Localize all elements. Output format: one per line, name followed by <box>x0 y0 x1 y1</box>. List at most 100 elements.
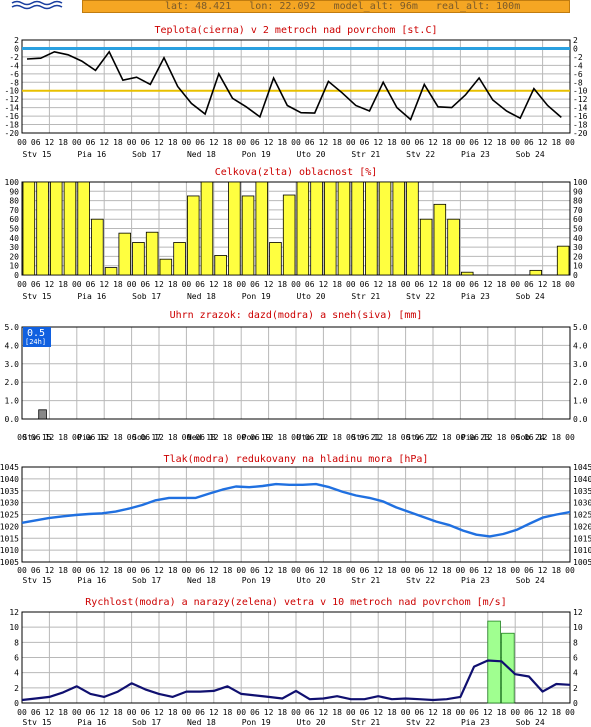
x-hour-label: 12 <box>154 566 164 575</box>
x-hour-label: 18 <box>58 280 68 289</box>
cloud-cover-bar <box>186 195 200 276</box>
y-tick-label-left: 1040 <box>0 475 19 484</box>
cloud-cover-bar <box>173 242 186 276</box>
x-hour-label: 12 <box>373 138 383 147</box>
y-tick-label-right: 1025 <box>573 511 591 520</box>
x-hour-label: 12 <box>154 280 164 289</box>
y-tick-label-right: -18 <box>573 121 588 130</box>
y-tick-label-left: 90 <box>9 187 19 196</box>
x-day-label: Pon 19 <box>242 576 271 585</box>
x-hour-label: 12 <box>209 280 219 289</box>
y-tick-label-left: 3.0 <box>5 360 20 369</box>
y-tick-label-right: 0 <box>573 699 578 708</box>
y-tick-label-right: 2 <box>573 36 578 45</box>
x-hour-label: 18 <box>551 566 561 575</box>
plot-frame <box>21 39 571 134</box>
x-day-label: Sob 17 <box>132 150 161 159</box>
y-tick-label-right: -20 <box>573 129 588 138</box>
x-hour-label: 12 <box>428 280 438 289</box>
x-day-label: Uto 20 <box>297 576 326 585</box>
x-hour-label: 06 <box>469 138 479 147</box>
y-tick-label-left: -12 <box>5 95 20 104</box>
x-day-label: Stv 22 <box>406 292 435 301</box>
x-hour-label: 06 <box>140 566 150 575</box>
x-hour-label: 00 <box>346 433 356 442</box>
y-tick-label-right: -2 <box>573 53 583 62</box>
x-hour-label: 18 <box>277 708 287 717</box>
x-day-label: Str 21 <box>351 576 380 585</box>
y-tick-label-right: 4 <box>573 669 578 678</box>
y-tick-label-right: 0 <box>573 44 578 53</box>
x-hour-label: 00 <box>236 433 246 442</box>
x-day-label: Pia 16 <box>77 292 106 301</box>
x-hour-label: 06 <box>195 138 205 147</box>
x-hour-label: 18 <box>277 433 287 442</box>
wave-logo-icon <box>10 0 70 10</box>
x-hour-label: 06 <box>524 433 534 442</box>
x-hour-label: 00 <box>236 708 246 717</box>
cloud-cover-bar <box>63 181 77 276</box>
x-hour-label: 12 <box>483 708 493 717</box>
x-hour-label: 00 <box>565 566 575 575</box>
y-tick-label-left: 1030 <box>0 499 19 508</box>
x-hour-label: 12 <box>319 566 329 575</box>
x-hour-label: 12 <box>428 566 438 575</box>
x-hour-label: 00 <box>182 280 192 289</box>
x-hour-label: 18 <box>497 280 507 289</box>
y-tick-label-right: 60 <box>573 215 583 224</box>
x-hour-label: 12 <box>99 138 109 147</box>
y-tick-label-right: 70 <box>573 206 583 215</box>
cloud-cover-bar <box>255 181 268 276</box>
y-tick-label-left: 1010 <box>0 546 19 555</box>
x-day-label: Pia 23 <box>461 718 490 727</box>
x-day-label: Ned 18 <box>187 292 216 301</box>
cloud-cover-bar <box>296 181 310 276</box>
cloud-cover-bar <box>392 181 405 276</box>
y-tick-label-right: 1015 <box>573 534 591 543</box>
x-day-label: Uto 20 <box>297 292 326 301</box>
x-hour-label: 12 <box>373 708 383 717</box>
y-tick-label-right: 4.0 <box>573 341 588 350</box>
x-hour-label: 06 <box>414 138 424 147</box>
x-hour-label: 12 <box>538 708 548 717</box>
x-hour-label: 12 <box>154 138 164 147</box>
y-tick-label-right: 1035 <box>573 487 591 496</box>
x-hour-label: 18 <box>168 708 178 717</box>
x-hour-label: 12 <box>483 566 493 575</box>
x-day-label: Sob 24 <box>516 576 545 585</box>
x-hour-label: 12 <box>99 566 109 575</box>
x-day-label: Pia 23 <box>461 433 490 442</box>
x-day-label: Stv 22 <box>406 576 435 585</box>
x-hour-label: 00 <box>456 433 466 442</box>
y-tick-label-right: 2 <box>573 684 578 693</box>
x-hour-label: 06 <box>305 433 315 442</box>
y-tick-label-left: 0 <box>14 699 19 708</box>
x-hour-label: 18 <box>497 566 507 575</box>
x-day-label: Pia 23 <box>461 150 490 159</box>
x-hour-label: 00 <box>456 138 466 147</box>
y-tick-label-left: 6 <box>14 654 19 663</box>
x-day-label: Sob 17 <box>132 292 161 301</box>
x-day-label: Str 21 <box>351 292 380 301</box>
chart-title: Tlak(modra) redukovany na hladinu mora [… <box>164 454 429 465</box>
x-hour-label: 12 <box>538 138 548 147</box>
x-hour-label: 06 <box>86 138 96 147</box>
cloud-cover-bar <box>556 245 570 276</box>
chart-title: Teplota(cierna) v 2 metroch nad povrchom… <box>155 25 438 36</box>
y-tick-label-left: 1020 <box>0 522 19 531</box>
x-hour-label: 12 <box>319 138 329 147</box>
x-hour-label: 06 <box>469 708 479 717</box>
x-day-label: Ned 18 <box>187 576 216 585</box>
x-hour-label: 12 <box>538 433 548 442</box>
chart-title: Celkova(zlta) oblacnost [%] <box>215 167 378 178</box>
x-hour-label: 18 <box>332 708 342 717</box>
x-hour-label: 06 <box>360 138 370 147</box>
cloud-cover-bar <box>337 181 351 276</box>
cloud-cover-bar <box>241 195 255 276</box>
x-hour-label: 18 <box>58 708 68 717</box>
x-hour-label: 06 <box>305 280 315 289</box>
x-day-label: Ned 18 <box>187 433 216 442</box>
y-tick-label-right: 80 <box>573 197 583 206</box>
x-hour-label: 18 <box>497 138 507 147</box>
x-hour-label: 00 <box>346 566 356 575</box>
